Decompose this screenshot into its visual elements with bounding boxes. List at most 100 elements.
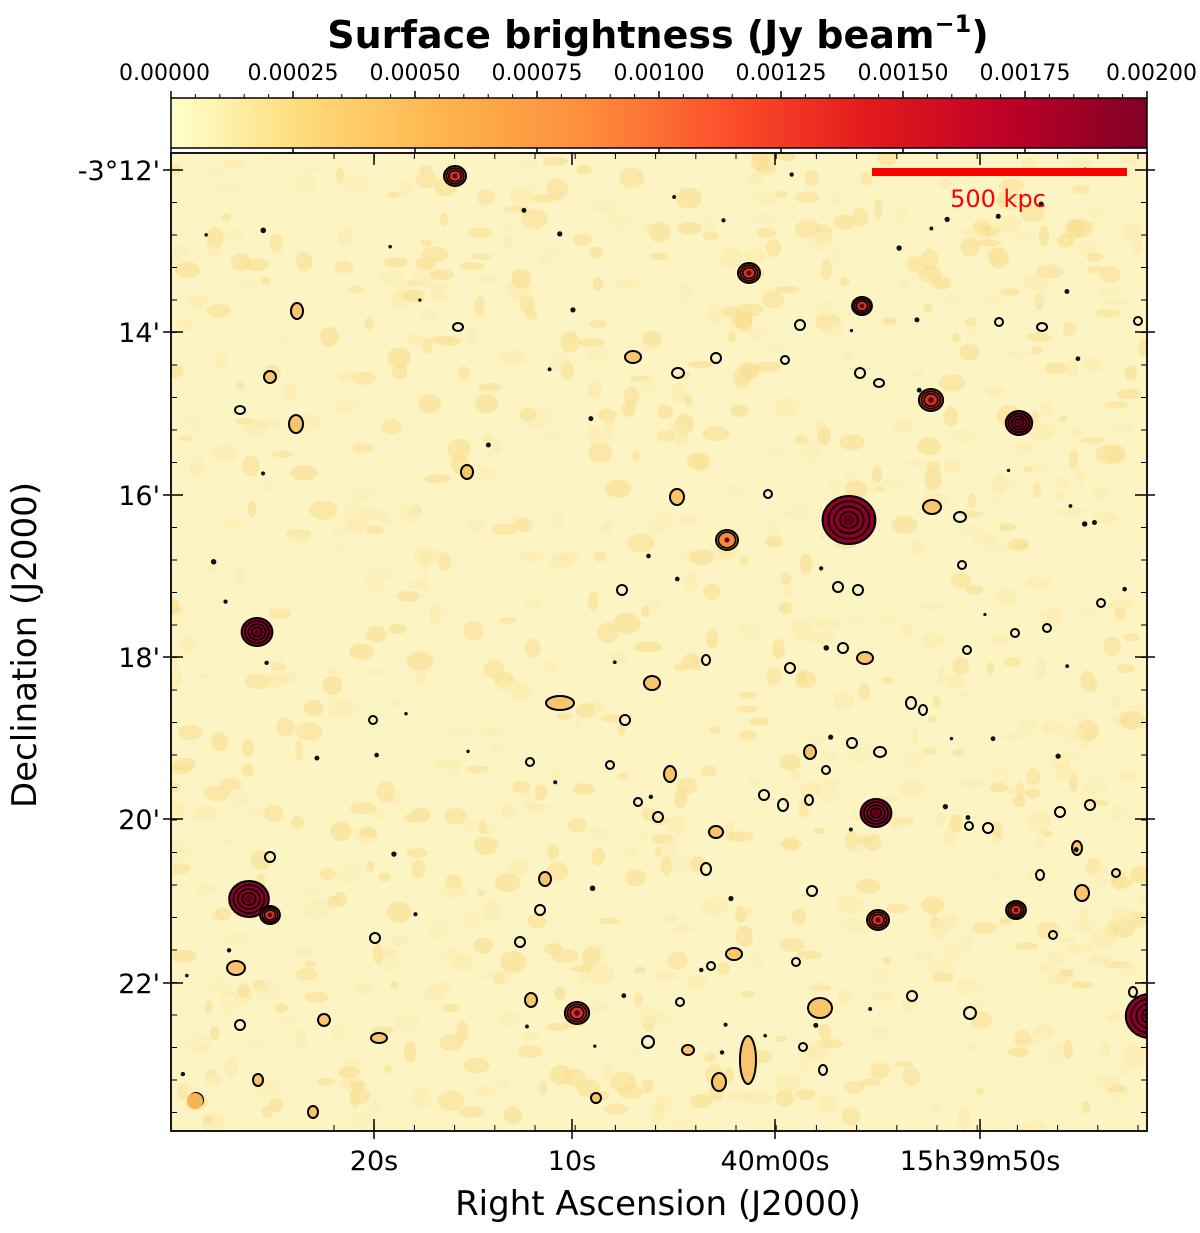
noise-blob	[700, 896, 729, 915]
source-contour	[1135, 1003, 1147, 1029]
noise-blob	[1032, 482, 1041, 499]
noise-blob	[475, 394, 499, 414]
noise-blob	[501, 803, 516, 819]
noise-blob	[499, 1010, 522, 1028]
noise-blob	[301, 899, 329, 919]
noise-blob	[984, 386, 1005, 395]
noise-blob	[704, 1052, 717, 1063]
noise-blob	[543, 943, 564, 955]
noise-blob	[352, 1112, 378, 1131]
faint-contour	[1042, 623, 1052, 633]
noise-blob	[624, 847, 636, 858]
noise-blob	[943, 406, 958, 427]
noise-blob	[205, 237, 221, 257]
dec-tick-label: 20'	[118, 805, 160, 836]
noise-blob	[609, 213, 631, 230]
faint-contour	[452, 322, 464, 332]
noise-blob	[263, 153, 275, 162]
noise-blob	[386, 901, 412, 923]
noise-blob	[906, 256, 923, 272]
noise-blob	[920, 896, 945, 915]
noise-blob	[813, 827, 825, 834]
source-peak	[746, 270, 752, 276]
dec-tick-label: 14'	[118, 318, 160, 349]
noise-blob	[772, 638, 786, 659]
noise-blob	[640, 343, 658, 353]
noise-blob	[1071, 981, 1094, 989]
noise-blob	[220, 991, 235, 998]
noise-blob	[949, 428, 977, 444]
noise-blob	[547, 243, 559, 256]
noise-blob	[467, 520, 485, 534]
noise-blob	[1092, 487, 1110, 500]
noise-blob	[276, 671, 297, 684]
noise-blob	[525, 309, 538, 320]
noise-blob	[972, 921, 998, 935]
noise-blob	[260, 276, 271, 285]
noise-peak	[1038, 201, 1044, 207]
noise-blob	[523, 789, 537, 808]
noise-blob	[171, 243, 190, 263]
noise-blob	[809, 980, 826, 995]
noise-blob	[197, 672, 208, 680]
noise-blob	[974, 239, 1002, 247]
noise-blob	[447, 438, 472, 460]
noise-blob	[415, 669, 427, 686]
noise-blob	[373, 943, 384, 966]
noise-peak	[965, 815, 971, 820]
noise-blob	[673, 924, 693, 933]
noise-peak	[1122, 586, 1127, 592]
noise-blob	[648, 221, 671, 243]
noise-peak	[944, 216, 950, 223]
noise-blob	[243, 258, 270, 272]
faint-contour	[652, 811, 664, 823]
faint-contour	[918, 704, 928, 716]
faint-contour	[671, 367, 685, 379]
noise-blob	[471, 253, 491, 260]
noise-blob	[1094, 309, 1121, 318]
noise-blob	[634, 992, 643, 1007]
noise-blob	[1120, 710, 1146, 730]
faint-contour	[524, 992, 538, 1008]
noise-blob	[847, 743, 873, 764]
noise-blob	[1059, 969, 1074, 977]
noise-blob	[349, 643, 375, 660]
noise-blob	[958, 778, 986, 789]
noise-blob	[1123, 633, 1140, 642]
noise-blob	[245, 418, 267, 438]
noise-blob	[444, 807, 468, 825]
noise-blob	[423, 474, 451, 484]
colorbar-title: Surface brightness (Jy beam−1)	[327, 10, 988, 57]
noise-blob	[538, 252, 555, 267]
noise-blob	[447, 765, 460, 777]
noise-peak	[728, 895, 734, 902]
source-peak	[1016, 420, 1022, 426]
noise-blob	[672, 1117, 699, 1131]
faint-contour	[1010, 628, 1020, 638]
noise-blob	[364, 317, 374, 331]
noise-blob	[370, 808, 388, 821]
noise-peak	[1091, 519, 1097, 525]
noise-blob	[901, 624, 914, 638]
noise-blob	[366, 861, 375, 872]
noise-blob	[922, 304, 933, 313]
noise-blob	[346, 516, 369, 533]
noise-blob	[935, 812, 946, 827]
noise-peak	[226, 948, 232, 953]
noise-blob	[1110, 868, 1127, 890]
noise-blob	[1110, 803, 1128, 821]
y-axis-label: Declination (J2000)	[5, 482, 45, 808]
noise-blob	[204, 1000, 214, 1015]
noise-blob	[171, 863, 192, 875]
noise-blob	[412, 263, 438, 285]
noise-blob	[216, 184, 240, 193]
faint-contour	[1036, 322, 1048, 332]
noise-blob	[473, 937, 494, 954]
noise-blob	[727, 330, 737, 344]
noise-blob	[202, 1114, 213, 1124]
noise-blob	[993, 215, 1020, 234]
noise-blob	[607, 409, 616, 424]
faint-contour	[619, 714, 631, 726]
contour-layer	[180, 165, 1147, 1119]
noise-blob	[366, 525, 384, 535]
